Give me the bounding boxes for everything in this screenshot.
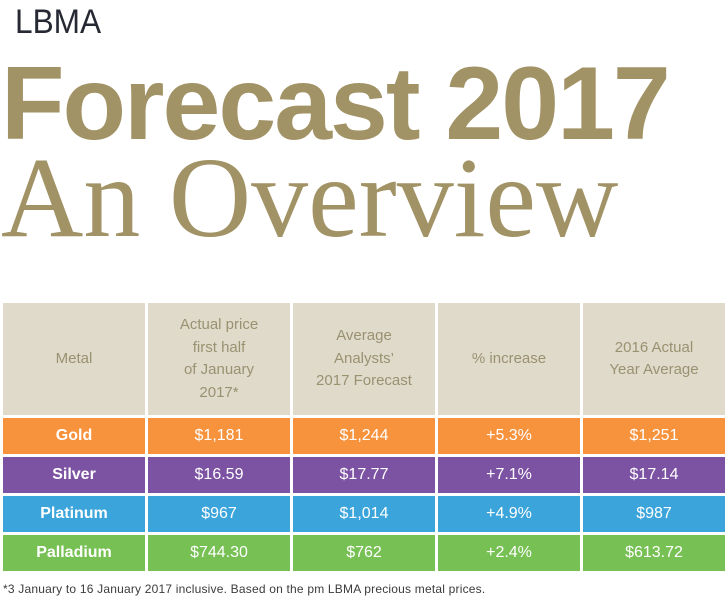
page-subtitle: An Overview — [1, 134, 619, 261]
forecast-value: $17.77 — [339, 466, 389, 483]
table-header-row: Metal Actual price first half of January… — [3, 303, 725, 415]
actual-price-value: $967 — [201, 505, 237, 522]
column-header-percent-increase: % increase — [471, 349, 547, 367]
forecast-value: $762 — [346, 544, 382, 561]
page-title: Forecast 2017 — [1, 46, 671, 162]
percent-increase-value: +2.4% — [486, 544, 532, 561]
percent-increase-value: +5.3% — [486, 427, 532, 444]
2016-average-value: $1,251 — [629, 427, 679, 444]
2016-average-value: $987 — [636, 505, 672, 522]
2016-average-value: $17.14 — [629, 466, 679, 483]
column-header-2016-average: 2016 Actual Year Average — [609, 338, 699, 379]
metal-name: Palladium — [36, 544, 112, 561]
column-header-actual-price: Actual price first half of January 2017* — [179, 316, 259, 401]
lbma-logo: LBMA — [15, 3, 102, 41]
actual-price-value: $744.30 — [190, 544, 248, 561]
percent-increase-value: +7.1% — [486, 466, 532, 483]
percent-increase-value: +4.9% — [486, 505, 532, 522]
metal-name: Gold — [55, 427, 93, 444]
table-row-gold: Gold $1,181 $1,244 +5.3% $1,251 — [3, 418, 725, 454]
table-row-silver: Silver $16.59 $17.77 +7.1% $17.14 — [3, 457, 725, 493]
actual-price-value: $1,181 — [194, 427, 244, 444]
column-header-average-forecast: Average Analysts’ 2017 Forecast — [316, 327, 412, 390]
actual-price-value: $16.59 — [194, 466, 244, 483]
footnote: *3 January to 16 January 2017 inclusive.… — [3, 582, 486, 596]
metal-name: Silver — [52, 466, 96, 483]
table-row-palladium: Palladium $744.30 $762 +2.4% $613.72 — [3, 535, 725, 571]
metal-name: Platinum — [40, 505, 108, 522]
forecast-table: Metal Actual price first half of January… — [0, 300, 728, 574]
column-header-metal: Metal — [55, 349, 93, 367]
forecast-value: $1,244 — [339, 427, 389, 444]
table-row-platinum: Platinum $967 $1,014 +4.9% $987 — [3, 496, 725, 532]
2016-average-value: $613.72 — [625, 544, 683, 561]
forecast-value: $1,014 — [339, 505, 389, 522]
